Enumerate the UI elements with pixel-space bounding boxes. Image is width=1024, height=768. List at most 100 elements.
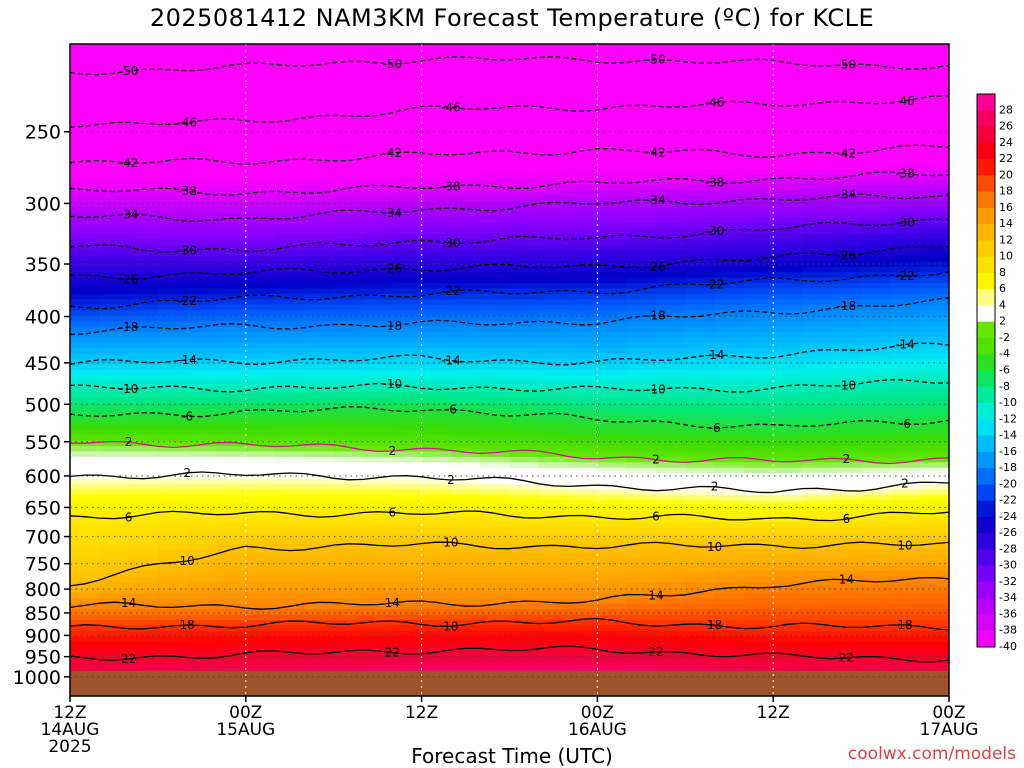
temperature-cell (861, 603, 891, 610)
temperature-cell (597, 141, 628, 148)
temperature-cell (743, 71, 774, 78)
temperature-cell (70, 190, 100, 197)
temperature-cell (99, 245, 130, 252)
temperature-cell (919, 641, 949, 648)
temperature-cell (714, 196, 745, 203)
temperature-cell (861, 391, 891, 398)
temperature-cell (861, 380, 891, 387)
temperature-cell (743, 65, 774, 72)
temperature-cell (773, 549, 804, 556)
temperature-cell (597, 538, 628, 545)
temperature-cell (99, 636, 130, 643)
temperature-cell (714, 130, 745, 137)
temperature-cell (568, 212, 598, 219)
temperature-cell (99, 467, 130, 474)
temperature-cell (831, 185, 862, 192)
temperature-cell (363, 283, 393, 290)
temperature-cell (128, 54, 159, 61)
temperature-cell (890, 163, 921, 170)
isotherm-label: 22 (648, 645, 663, 659)
temperature-cell (363, 359, 393, 366)
temperature-cell (245, 136, 276, 143)
temperature-cell (802, 380, 833, 387)
temperature-cell (626, 370, 657, 377)
temperature-cell (773, 467, 804, 474)
temperature-cell (187, 494, 218, 501)
temperature-cell (773, 326, 804, 333)
temperature-cell (304, 190, 335, 197)
temperature-cell (157, 245, 188, 252)
temperature-cell (480, 234, 511, 241)
temperature-cell (714, 500, 745, 507)
temperature-cell (773, 141, 804, 148)
temperature-cell (890, 609, 921, 616)
temperature-cell (626, 321, 657, 328)
temperature-cell (450, 212, 481, 219)
temperature-cell (245, 625, 276, 632)
temperature-cell (157, 609, 188, 616)
temperature-cell (861, 630, 891, 637)
temperature-cell (245, 217, 276, 224)
temperature-cell (333, 228, 364, 235)
temperature-cell (70, 207, 100, 214)
temperature-cell (304, 217, 335, 224)
temperature-cell (714, 261, 745, 268)
temperature-cell (685, 652, 716, 659)
temperature-cell (597, 614, 628, 621)
temperature-cell (333, 505, 364, 512)
temperature-cell (890, 560, 921, 567)
temperature-cell (861, 636, 891, 643)
temperature-cell (890, 522, 921, 529)
temperature-cell (216, 223, 247, 230)
temperature-cell (509, 587, 540, 594)
temperature-cell (773, 478, 804, 485)
temperature-cell (890, 223, 921, 230)
temperature-cell (304, 380, 335, 387)
temperature-cell (187, 598, 218, 605)
temperature-cell (773, 125, 804, 132)
temperature-cell (99, 549, 130, 556)
temperature-cell (509, 331, 540, 338)
temperature-cell (128, 408, 159, 415)
temperature-cell (363, 478, 393, 485)
temperature-cell (802, 87, 833, 94)
temperature-cell (99, 87, 130, 94)
temperature-cell (773, 609, 804, 616)
temperature-cell (421, 152, 452, 159)
temperature-cell (802, 76, 833, 83)
temperature-cell (802, 185, 833, 192)
temperature-cell (802, 223, 833, 230)
temperature-cell (128, 163, 159, 170)
temperature-cell (421, 364, 452, 371)
temperature-cell (597, 277, 628, 284)
temperature-cell (392, 98, 423, 105)
temperature-cell (626, 234, 657, 241)
isotherm-label: 14 (385, 596, 400, 610)
temperature-cell (480, 223, 511, 230)
temperature-cell (245, 310, 276, 317)
temperature-cell (421, 288, 452, 295)
temperature-cell (743, 223, 774, 230)
temperature-cell (773, 163, 804, 170)
temperature-cell (802, 288, 833, 295)
temperature-cell (70, 245, 100, 252)
temperature-cell (685, 630, 716, 637)
temperature-cell (831, 288, 862, 295)
temperature-cell (509, 418, 540, 425)
temperature-cell (685, 337, 716, 344)
temperature-cell (216, 538, 247, 545)
temperature-cell (656, 65, 686, 72)
temperature-cell (714, 304, 745, 311)
temperature-cell (480, 54, 511, 61)
temperature-cell (450, 60, 481, 67)
temperature-cell (773, 440, 804, 447)
temperature-cell (450, 114, 481, 121)
temperature-cell (187, 201, 218, 208)
temperature-cell (304, 266, 335, 273)
temperature-cell (568, 250, 598, 257)
temperature-cell (480, 527, 511, 534)
temperature-cell (304, 196, 335, 203)
temperature-cell (216, 201, 247, 208)
temperature-cell (187, 581, 218, 588)
temperature-cell (421, 342, 452, 349)
